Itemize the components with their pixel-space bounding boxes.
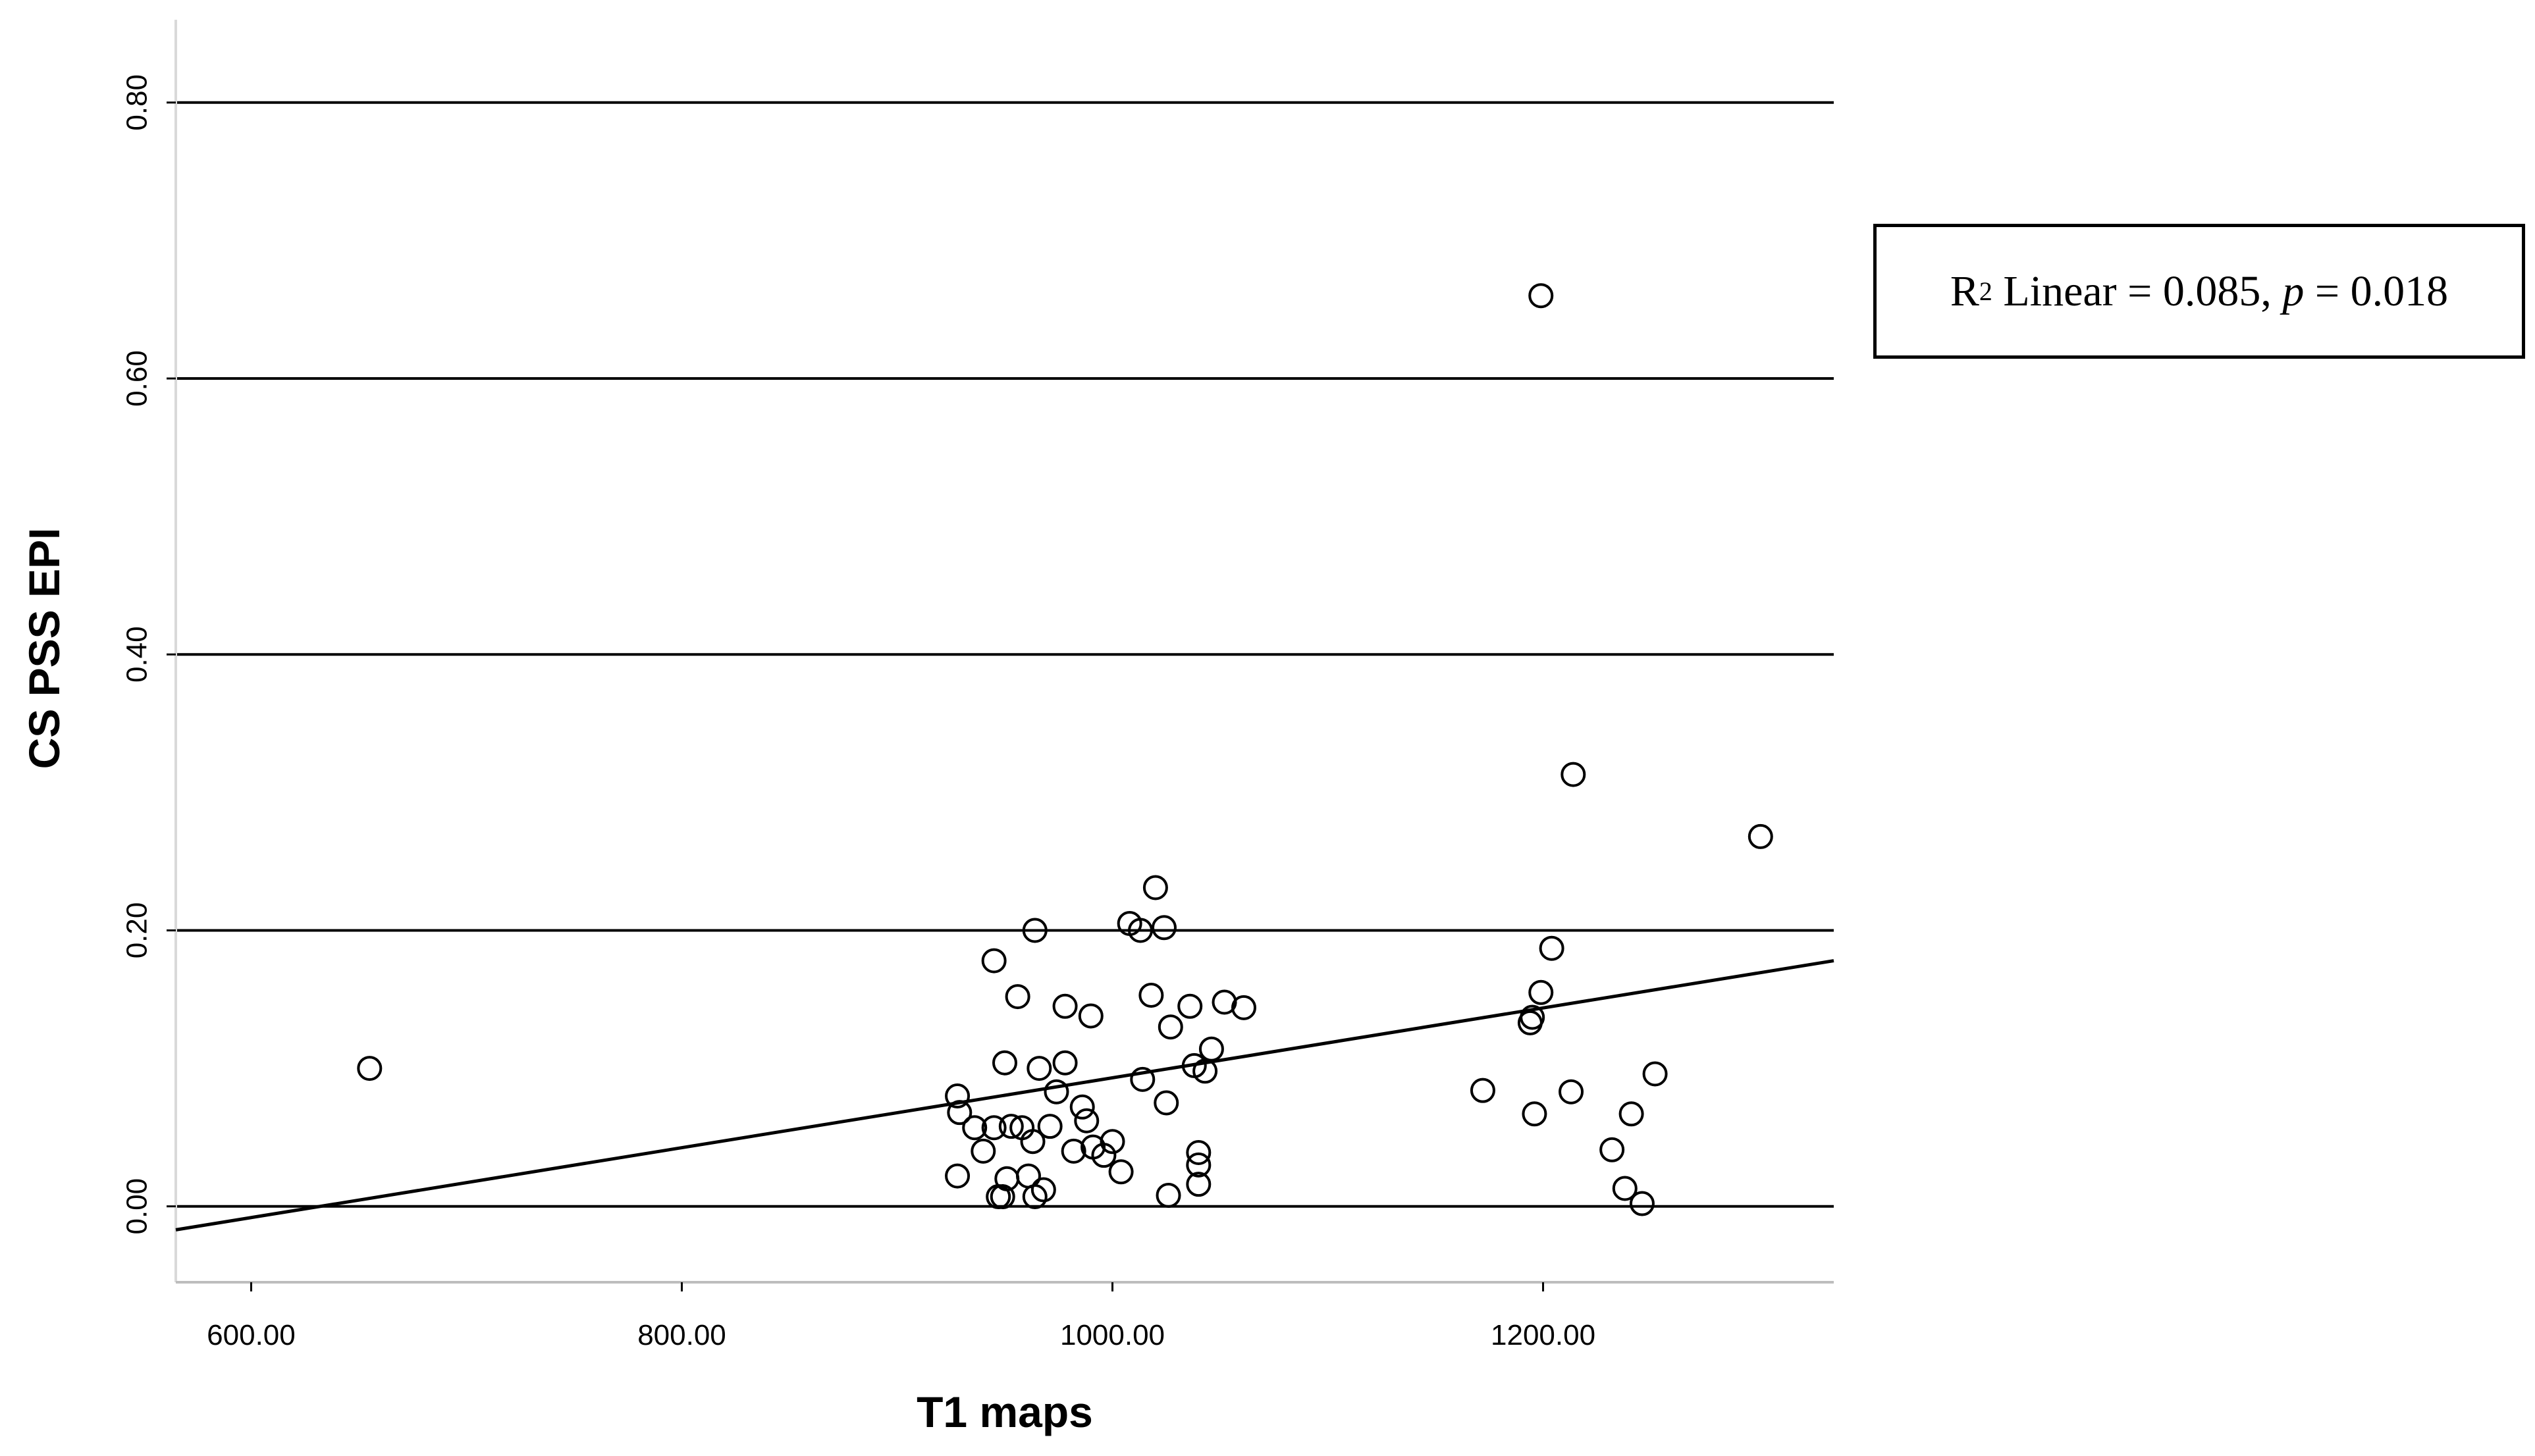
data-point-16 <box>1020 1129 1046 1155</box>
data-point-46 <box>1186 1172 1212 1197</box>
data-point-36 <box>1138 982 1164 1008</box>
data-point-15 <box>1015 1163 1041 1189</box>
data-point-64 <box>1642 1061 1668 1087</box>
data-point-2 <box>947 1100 973 1126</box>
data-point-57 <box>1539 935 1564 961</box>
data-point-9 <box>990 1184 1015 1210</box>
y-axis-title: CS PSS EPI <box>20 528 68 769</box>
data-point-26 <box>1069 1094 1095 1120</box>
data-point-28 <box>1078 1003 1104 1029</box>
p-label: p <box>2282 267 2305 315</box>
data-point-53 <box>1520 1004 1545 1030</box>
x-axis-title: T1 maps <box>917 1388 1093 1436</box>
data-point-56 <box>1528 979 1554 1005</box>
y-tick-label-1: 0.20 <box>120 902 153 959</box>
data-point-13 <box>1005 984 1030 1010</box>
data-point-20 <box>1030 1177 1056 1203</box>
data-point-59 <box>1561 762 1586 787</box>
data-point-10 <box>992 1050 1017 1076</box>
data-point-50 <box>1231 995 1256 1020</box>
data-point-55 <box>1528 283 1554 309</box>
data-point-24 <box>1052 1050 1078 1076</box>
data-point-22 <box>1044 1079 1069 1105</box>
data-point-6 <box>981 1115 1007 1141</box>
data-point-23 <box>1052 993 1078 1019</box>
y-axis-ticks: 0.00 0.20 0.40 0.60 0.80 <box>120 74 176 1235</box>
data-point-60 <box>1599 1137 1625 1162</box>
data-point-49 <box>1212 989 1237 1015</box>
data-point-34 <box>1128 918 1154 943</box>
data-point-17 <box>1022 918 1048 943</box>
data-point-19 <box>1027 1056 1052 1081</box>
x-tick-label-2: 1000.00 <box>1060 1319 1165 1351</box>
data-point-12 <box>998 1114 1024 1139</box>
data-points <box>357 283 1773 1216</box>
data-point-4 <box>962 1115 988 1141</box>
y-tick-label-2: 0.40 <box>120 626 153 683</box>
x-tick-label-0: 600.00 <box>207 1319 296 1351</box>
r2-linear-text: Linear = 0.085, <box>1992 267 2283 315</box>
data-point-27 <box>1074 1108 1100 1133</box>
horizontal-grid <box>176 101 1834 1208</box>
data-point-42 <box>1177 993 1203 1019</box>
y-tick-label-3: 0.60 <box>120 350 153 407</box>
data-point-39 <box>1154 1090 1179 1116</box>
data-point-5 <box>971 1138 996 1164</box>
data-point-35 <box>1130 1066 1156 1092</box>
x-tick-label-3: 1200.00 <box>1491 1319 1595 1351</box>
y-tick-label-4: 0.80 <box>120 74 153 131</box>
data-point-40 <box>1156 1182 1181 1208</box>
data-point-48 <box>1198 1036 1224 1062</box>
data-point-30 <box>1091 1143 1117 1168</box>
data-point-18 <box>1022 1184 1048 1210</box>
data-point-44 <box>1186 1139 1212 1165</box>
data-point-41 <box>1158 1014 1183 1040</box>
x-tick-label-1: 800.00 <box>637 1319 726 1351</box>
data-point-32 <box>1108 1159 1134 1185</box>
data-point-54 <box>1522 1101 1547 1127</box>
linear-fit-line <box>175 959 1834 1232</box>
data-point-7 <box>981 948 1007 974</box>
data-point-3 <box>945 1163 971 1189</box>
data-point-31 <box>1100 1129 1125 1155</box>
r2-label: R <box>1950 267 1979 315</box>
data-point-0 <box>357 1056 383 1081</box>
data-point-21 <box>1037 1114 1063 1139</box>
data-point-38 <box>1151 915 1177 941</box>
data-point-25 <box>1061 1138 1086 1164</box>
data-point-45 <box>1186 1152 1212 1178</box>
data-point-47 <box>1192 1058 1218 1084</box>
data-point-65 <box>1748 823 1773 849</box>
data-point-63 <box>1629 1191 1655 1216</box>
data-point-62 <box>1618 1101 1644 1127</box>
data-point-1 <box>945 1083 971 1109</box>
data-point-58 <box>1559 1079 1584 1105</box>
data-point-61 <box>1612 1176 1638 1201</box>
r2-superscript: 2 <box>1979 276 1992 306</box>
p-value-text: = 0.018 <box>2304 267 2449 315</box>
x-axis-ticks: 600.00 800.00 1000.00 1200.00 <box>207 1282 1595 1351</box>
y-tick-label-0: 0.00 <box>120 1178 153 1235</box>
data-point-37 <box>1142 875 1168 900</box>
data-point-51 <box>1470 1078 1495 1103</box>
